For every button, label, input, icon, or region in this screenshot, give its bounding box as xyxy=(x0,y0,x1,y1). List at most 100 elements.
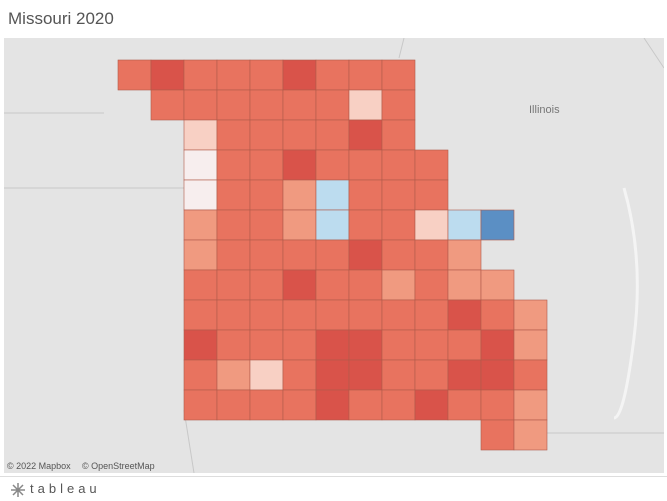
county xyxy=(315,359,350,391)
county xyxy=(381,119,416,151)
county xyxy=(381,329,416,361)
county xyxy=(348,59,383,91)
county xyxy=(183,239,218,271)
county xyxy=(348,149,383,181)
counties xyxy=(117,59,548,451)
county xyxy=(315,209,350,241)
county xyxy=(513,359,548,391)
county xyxy=(447,389,482,421)
county xyxy=(348,359,383,391)
county xyxy=(216,269,251,301)
county xyxy=(282,269,317,301)
county xyxy=(315,269,350,301)
county xyxy=(447,209,482,241)
river xyxy=(613,187,639,420)
county xyxy=(381,179,416,211)
county xyxy=(381,299,416,331)
county xyxy=(414,329,449,361)
county xyxy=(447,329,482,361)
county xyxy=(513,329,548,361)
county xyxy=(282,179,317,211)
county xyxy=(381,389,416,421)
county xyxy=(414,179,449,211)
county xyxy=(249,359,284,391)
county xyxy=(249,239,284,271)
county xyxy=(249,89,284,121)
county xyxy=(216,89,251,121)
county xyxy=(183,179,218,211)
county xyxy=(381,89,416,121)
county xyxy=(315,179,350,211)
county xyxy=(249,149,284,181)
county xyxy=(216,119,251,151)
county xyxy=(183,329,218,361)
county xyxy=(480,359,515,391)
county xyxy=(117,59,152,91)
attribution: © OpenStreetMap xyxy=(82,461,155,471)
county xyxy=(315,89,350,121)
county xyxy=(282,149,317,181)
county xyxy=(513,419,548,451)
county xyxy=(315,389,350,421)
county xyxy=(381,209,416,241)
county xyxy=(282,59,317,91)
county xyxy=(480,299,515,331)
county xyxy=(183,299,218,331)
county xyxy=(282,329,317,361)
footer: tableau xyxy=(0,476,667,501)
county xyxy=(480,329,515,361)
state-label: Illinois xyxy=(529,104,560,116)
county xyxy=(249,209,284,241)
county xyxy=(150,59,185,91)
county xyxy=(249,389,284,421)
county xyxy=(216,239,251,271)
county xyxy=(414,209,449,241)
state-borders xyxy=(4,38,664,473)
county xyxy=(348,209,383,241)
county xyxy=(414,299,449,331)
county xyxy=(315,59,350,91)
county xyxy=(348,269,383,301)
county xyxy=(216,299,251,331)
county xyxy=(282,239,317,271)
county xyxy=(480,419,515,451)
county xyxy=(348,329,383,361)
county xyxy=(348,179,383,211)
title: Missouri 2020 xyxy=(8,9,114,28)
county xyxy=(480,209,515,241)
county xyxy=(249,329,284,361)
county xyxy=(216,149,251,181)
county xyxy=(513,389,548,421)
county xyxy=(249,119,284,151)
county xyxy=(150,89,185,121)
county xyxy=(348,239,383,271)
county xyxy=(414,269,449,301)
county xyxy=(216,59,251,91)
county xyxy=(348,299,383,331)
county xyxy=(381,239,416,271)
county xyxy=(183,269,218,301)
county xyxy=(183,119,218,151)
county xyxy=(282,389,317,421)
map: Illinois © 2022 Mapbox © OpenStreetMap xyxy=(4,38,664,473)
attribution: © 2022 Mapbox xyxy=(7,461,71,471)
county xyxy=(249,59,284,91)
county xyxy=(183,389,218,421)
county xyxy=(381,149,416,181)
county xyxy=(315,329,350,361)
county xyxy=(480,269,515,301)
county xyxy=(216,389,251,421)
county xyxy=(414,359,449,391)
county xyxy=(216,359,251,391)
county xyxy=(381,359,416,391)
county xyxy=(183,209,218,241)
county xyxy=(381,59,416,91)
county xyxy=(249,269,284,301)
county xyxy=(249,299,284,331)
county xyxy=(447,299,482,331)
county xyxy=(282,299,317,331)
county xyxy=(249,179,284,211)
county xyxy=(216,209,251,241)
logo: tableau xyxy=(30,481,101,496)
